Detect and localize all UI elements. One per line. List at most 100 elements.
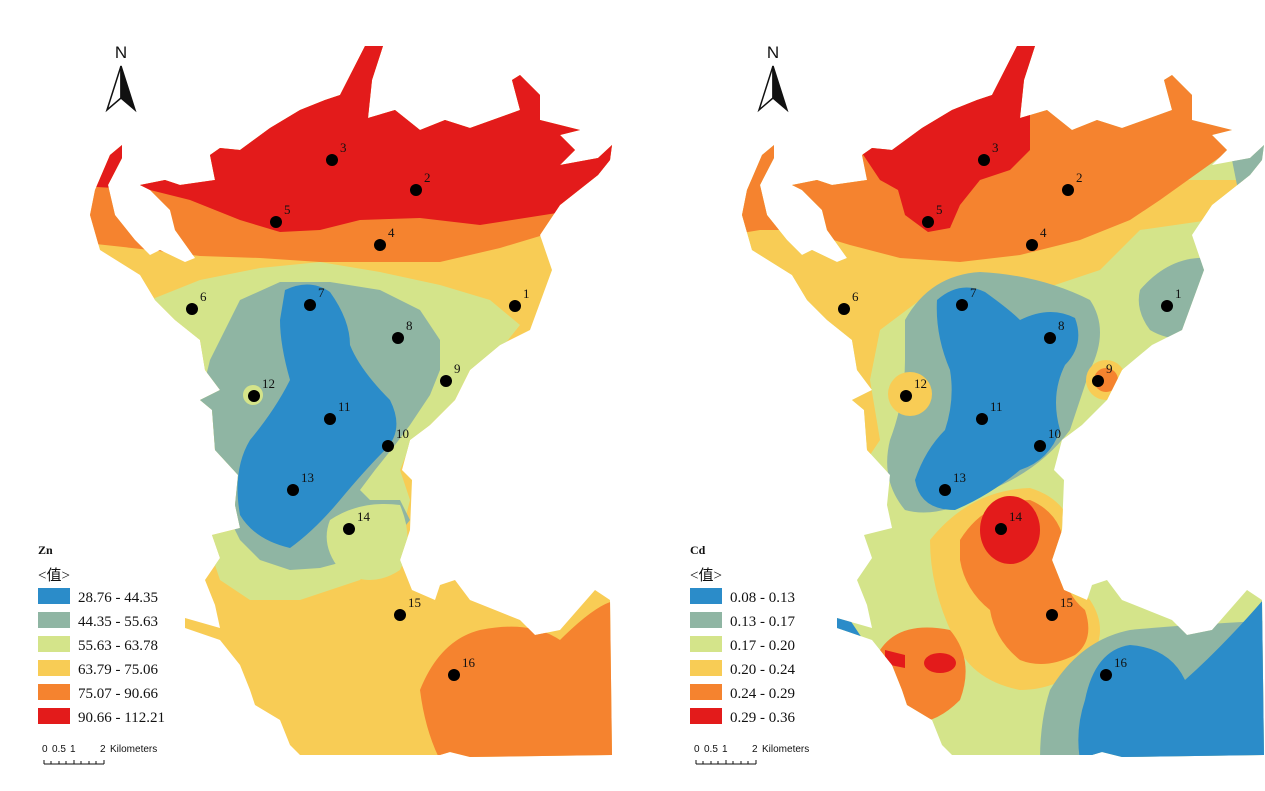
zn-site-3-label: 3 [340,140,347,155]
cd-legend-title: Cd [690,543,706,557]
cd-site-6-marker [838,303,850,315]
cd-site-6-label: 6 [852,289,859,304]
cd-zone-08-13-west [820,600,870,650]
cd-site-4-label: 4 [1040,225,1047,240]
cd-site-13-marker [939,484,951,496]
zn-legend-label-4: 63.79 - 75.06 [78,662,158,678]
cd-north-arrow-left [757,65,774,113]
zn-zone-55-63-south [326,504,408,580]
cd-site-11-marker [976,413,988,425]
zn-north-arrow-left [105,65,122,113]
cd-site-8-marker [1044,332,1056,344]
zn-site-4-marker [374,239,386,251]
cd-site-8-label: 8 [1058,318,1065,333]
zn-scale-unit: Kilometers [110,744,157,755]
zn-site-12-label: 12 [262,376,275,391]
cd-legend-label-5: 0.24 - 0.29 [730,686,795,702]
cd-scale-bar: 0 0.5 1 2 Kilometers [694,744,809,765]
cd-legend-label-1: 0.08 - 0.13 [730,590,795,606]
zn-legend-label-2: 44.35 - 55.63 [78,614,158,630]
cd-site-11-label: 11 [990,399,1003,414]
cd-legend-swatch-1 [690,588,722,604]
cd-zone-08-13-se [1078,580,1264,757]
zn-legend-label-6: 90.66 - 112.21 [78,710,165,726]
cd-site-14-label: 14 [1009,509,1023,524]
cd-site-5-marker [922,216,934,228]
zn-scale-05: 0.5 [52,744,66,755]
zn-zone-75-90-south [420,600,612,757]
cd-site-1-marker [1161,300,1173,312]
zn-site-6-label: 6 [200,289,207,304]
zn-legend-label-5: 75.07 - 90.66 [78,686,158,702]
cd-legend-swatch-3 [690,636,722,652]
cd-site-12-label: 12 [914,376,927,391]
cd-site-3-label: 3 [992,140,999,155]
cd-legend-label-6: 0.29 - 0.36 [730,710,795,726]
zn-site-16-label: 16 [462,655,476,670]
cd-scale-0: 0 [694,744,700,755]
cd-zone-29-36-sw2 [924,653,956,673]
zn-north-arrow: N [105,43,137,113]
zn-scale-0: 0 [42,744,48,755]
cd-site-16-label: 16 [1114,655,1128,670]
cd-legend-swatch-2 [690,612,722,628]
zn-legend-swatch-6 [38,708,70,724]
cd-legend-label-4: 0.20 - 0.24 [730,662,795,678]
cd-scale-2: 2 [752,744,758,755]
cd-site-9-marker [1092,375,1104,387]
cd-site-10-label: 10 [1048,426,1061,441]
cd-site-5-label: 5 [936,202,943,217]
cd-site-2-label: 2 [1076,170,1083,185]
cd-site-7-marker [956,299,968,311]
zn-site-12-marker [248,390,260,402]
zn-scale-bar: 0 0.5 1 2 Kilometers [42,744,157,765]
cd-legend-label-3: 0.17 - 0.20 [730,638,795,654]
zn-site-6-marker [186,303,198,315]
zn-site-4-label: 4 [388,225,395,240]
zn-site-16-marker [448,669,460,681]
zn-legend-label-1: 28.76 - 44.35 [78,590,158,606]
zn-site-10-marker [382,440,394,452]
zn-scale-ticks [43,760,105,765]
cd-legend-swatch-5 [690,684,722,700]
cd-legend-swatch-6 [690,708,722,724]
zn-north-label: N [115,43,127,62]
cd-legend: Cd <值> 0.08 - 0.13 0.13 - 0.17 0.17 - 0.20… [690,543,795,726]
zn-site-9-marker [440,375,452,387]
zn-scale-2: 2 [100,744,106,755]
cd-north-arrow-right [772,65,789,113]
zn-legend-swatch-3 [38,636,70,652]
zn-site-13-marker [287,484,299,496]
zn-site-1-label: 1 [523,286,530,301]
zn-legend-swatch-4 [38,660,70,676]
zn-legend-swatch-1 [38,588,70,604]
zn-site-14-marker [343,523,355,535]
zn-site-5-marker [270,216,282,228]
zn-site-15-label: 15 [408,595,421,610]
cd-site-3-marker [978,154,990,166]
zn-site-5-label: 5 [284,202,291,217]
zn-zone-28-44 [237,284,397,548]
cd-site-7-label: 7 [970,285,977,300]
cd-legend-subtitle: <值> [690,567,722,584]
cd-site-14-marker [995,523,1007,535]
zn-site-15-marker [394,609,406,621]
cd-site-4-marker [1026,239,1038,251]
cd-site-13-label: 13 [953,470,966,485]
zn-site-10-label: 10 [396,426,409,441]
zn-legend-subtitle: <值> [38,567,70,584]
cd-site-10-marker [1034,440,1046,452]
zn-site-2-label: 2 [424,170,431,185]
zn-site-8-label: 8 [406,318,413,333]
zn-north-arrow-right [120,65,137,113]
zn-legend: Zn <值> 28.76 - 44.35 44.35 - 55.63 55.63 -… [38,543,165,726]
cd-site-12-marker [900,390,912,402]
zn-site-13-label: 13 [301,470,314,485]
zn-site-11-marker [324,413,336,425]
cd-zone-13-17-ne [1230,130,1264,200]
